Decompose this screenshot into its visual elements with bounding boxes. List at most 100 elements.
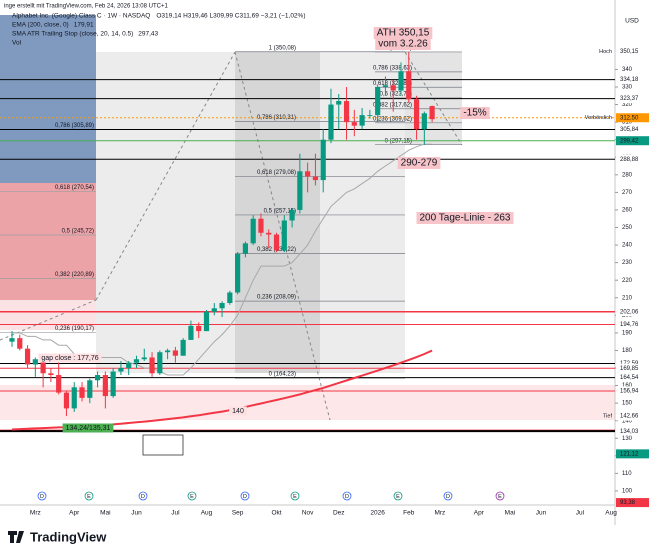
- event-label: E: [190, 494, 194, 500]
- price-label-box: [616, 411, 649, 421]
- x-tick-label: Aug: [605, 510, 617, 517]
- candle-body: [289, 209, 295, 221]
- candle-body: [211, 308, 217, 312]
- x-tick-label: Okt: [271, 510, 281, 517]
- event-marker: [37, 491, 47, 501]
- annotation-box: [460, 107, 490, 119]
- price-label: 312,50: [620, 115, 639, 121]
- candle-body: [390, 85, 396, 91]
- annotation-box: [397, 157, 441, 169]
- event-label: D: [40, 494, 44, 500]
- y-tick-label: 160: [622, 383, 633, 389]
- price-label: 121,12: [620, 451, 639, 457]
- ohlc-values: O319,14 H319,46 L309,99 C311,69 −3,21 (−…: [156, 13, 305, 20]
- x-tick-label: Apr: [69, 510, 80, 517]
- price-label: 156,94: [620, 389, 639, 395]
- candle-body: [328, 104, 334, 140]
- price-label-box: [616, 449, 649, 459]
- legend-volume: Vol: [12, 40, 22, 47]
- candle-body: [297, 171, 303, 210]
- annotation: 290-279: [401, 158, 438, 169]
- candle-body: [250, 218, 256, 244]
- annotation-box: [375, 38, 431, 50]
- candle-body: [343, 101, 350, 123]
- trend-line: [95, 51, 236, 301]
- candle-body: [421, 113, 427, 130]
- subtitle: inge erstellt mit TradingView.com, Feb 2…: [4, 4, 168, 10]
- candle-body: [48, 373, 54, 376]
- candle-body: [367, 115, 373, 116]
- candle-body: [9, 338, 15, 342]
- price-label-box: [616, 363, 649, 373]
- price-tag: Hoch: [599, 49, 612, 55]
- y-tick-label: 180: [622, 348, 633, 354]
- x-tick-label: Jul: [171, 510, 180, 517]
- y-tick-label: 250: [622, 225, 633, 231]
- event-label: D: [141, 494, 145, 500]
- fib-label: 0,786 (338,63): [373, 65, 412, 71]
- x-tick-label: Jul: [576, 510, 585, 517]
- price-label-box: [616, 154, 649, 164]
- price-tag: Vorbörslich: [585, 115, 612, 121]
- fib-label: 0,618 (279,08): [257, 170, 296, 176]
- zone-box: [96, 52, 235, 373]
- price-label-box: [616, 75, 649, 85]
- price-label: 93,38: [620, 500, 636, 506]
- y-tick-label: 310: [622, 120, 633, 126]
- event-marker: [290, 491, 300, 501]
- price-label: 350,15: [620, 49, 639, 55]
- legend-value: 297,43: [138, 31, 158, 38]
- candle-body: [281, 220, 287, 251]
- fib-label: 0,236 (309,62): [373, 116, 412, 122]
- y-tick-label: 190: [622, 330, 633, 336]
- y-tick-label: 130: [622, 436, 633, 442]
- event-marker: [138, 491, 148, 501]
- candle-body: [63, 392, 70, 409]
- candle-body: [141, 357, 147, 360]
- price-label: 134,03: [620, 429, 639, 435]
- annotation-box: [229, 406, 247, 416]
- candle-body: [157, 352, 163, 374]
- candle-body: [180, 339, 186, 356]
- y-tick-label: 110: [622, 471, 632, 477]
- y-tick-label: 270: [622, 190, 633, 196]
- annotation: 140: [232, 408, 244, 415]
- candle-body: [56, 375, 62, 393]
- price-label-box: [616, 136, 649, 146]
- candle-body: [375, 87, 381, 116]
- candle-body: [118, 368, 124, 372]
- candle-body: [398, 71, 404, 91]
- x-tick-label: Nov: [302, 510, 314, 517]
- event-label: E: [396, 494, 400, 500]
- fib-label: 1 (350,08): [269, 45, 296, 51]
- x-tick-label: Aug: [201, 510, 213, 517]
- candle-body: [305, 171, 311, 177]
- price-label-box: [616, 320, 649, 330]
- event-marker: [342, 491, 352, 501]
- legend-name: EMA (200, close, 0): [12, 22, 69, 29]
- x-tick-label: Feb: [403, 510, 415, 517]
- candle-body: [219, 303, 225, 309]
- candle-body: [320, 139, 326, 181]
- price-tag: Tief: [603, 413, 612, 419]
- event-label: E: [87, 494, 91, 500]
- candle-body: [359, 115, 365, 126]
- annotation: 134,24/135,31: [66, 425, 111, 432]
- candle-body: [149, 357, 155, 374]
- price-label-box: [616, 307, 649, 317]
- x-tick-label: Sep: [232, 510, 244, 517]
- candle-body: [79, 387, 85, 398]
- legend-name: SMA ATR Trailing Stop (close, 20, 14, 0.…: [12, 31, 133, 38]
- price-label: 323,37: [620, 96, 639, 102]
- zone-box: [0, 183, 96, 300]
- y-tick-label: 260: [622, 208, 633, 214]
- y-tick-label: 330: [622, 85, 633, 91]
- annotation-box: [38, 353, 102, 363]
- candle-body: [126, 362, 132, 369]
- candle-body: [273, 234, 280, 251]
- fib-label: 0,5 (257,15): [264, 209, 296, 215]
- candle-body: [87, 380, 93, 398]
- candle-body: [312, 176, 319, 181]
- price-label: 299,42: [620, 138, 639, 144]
